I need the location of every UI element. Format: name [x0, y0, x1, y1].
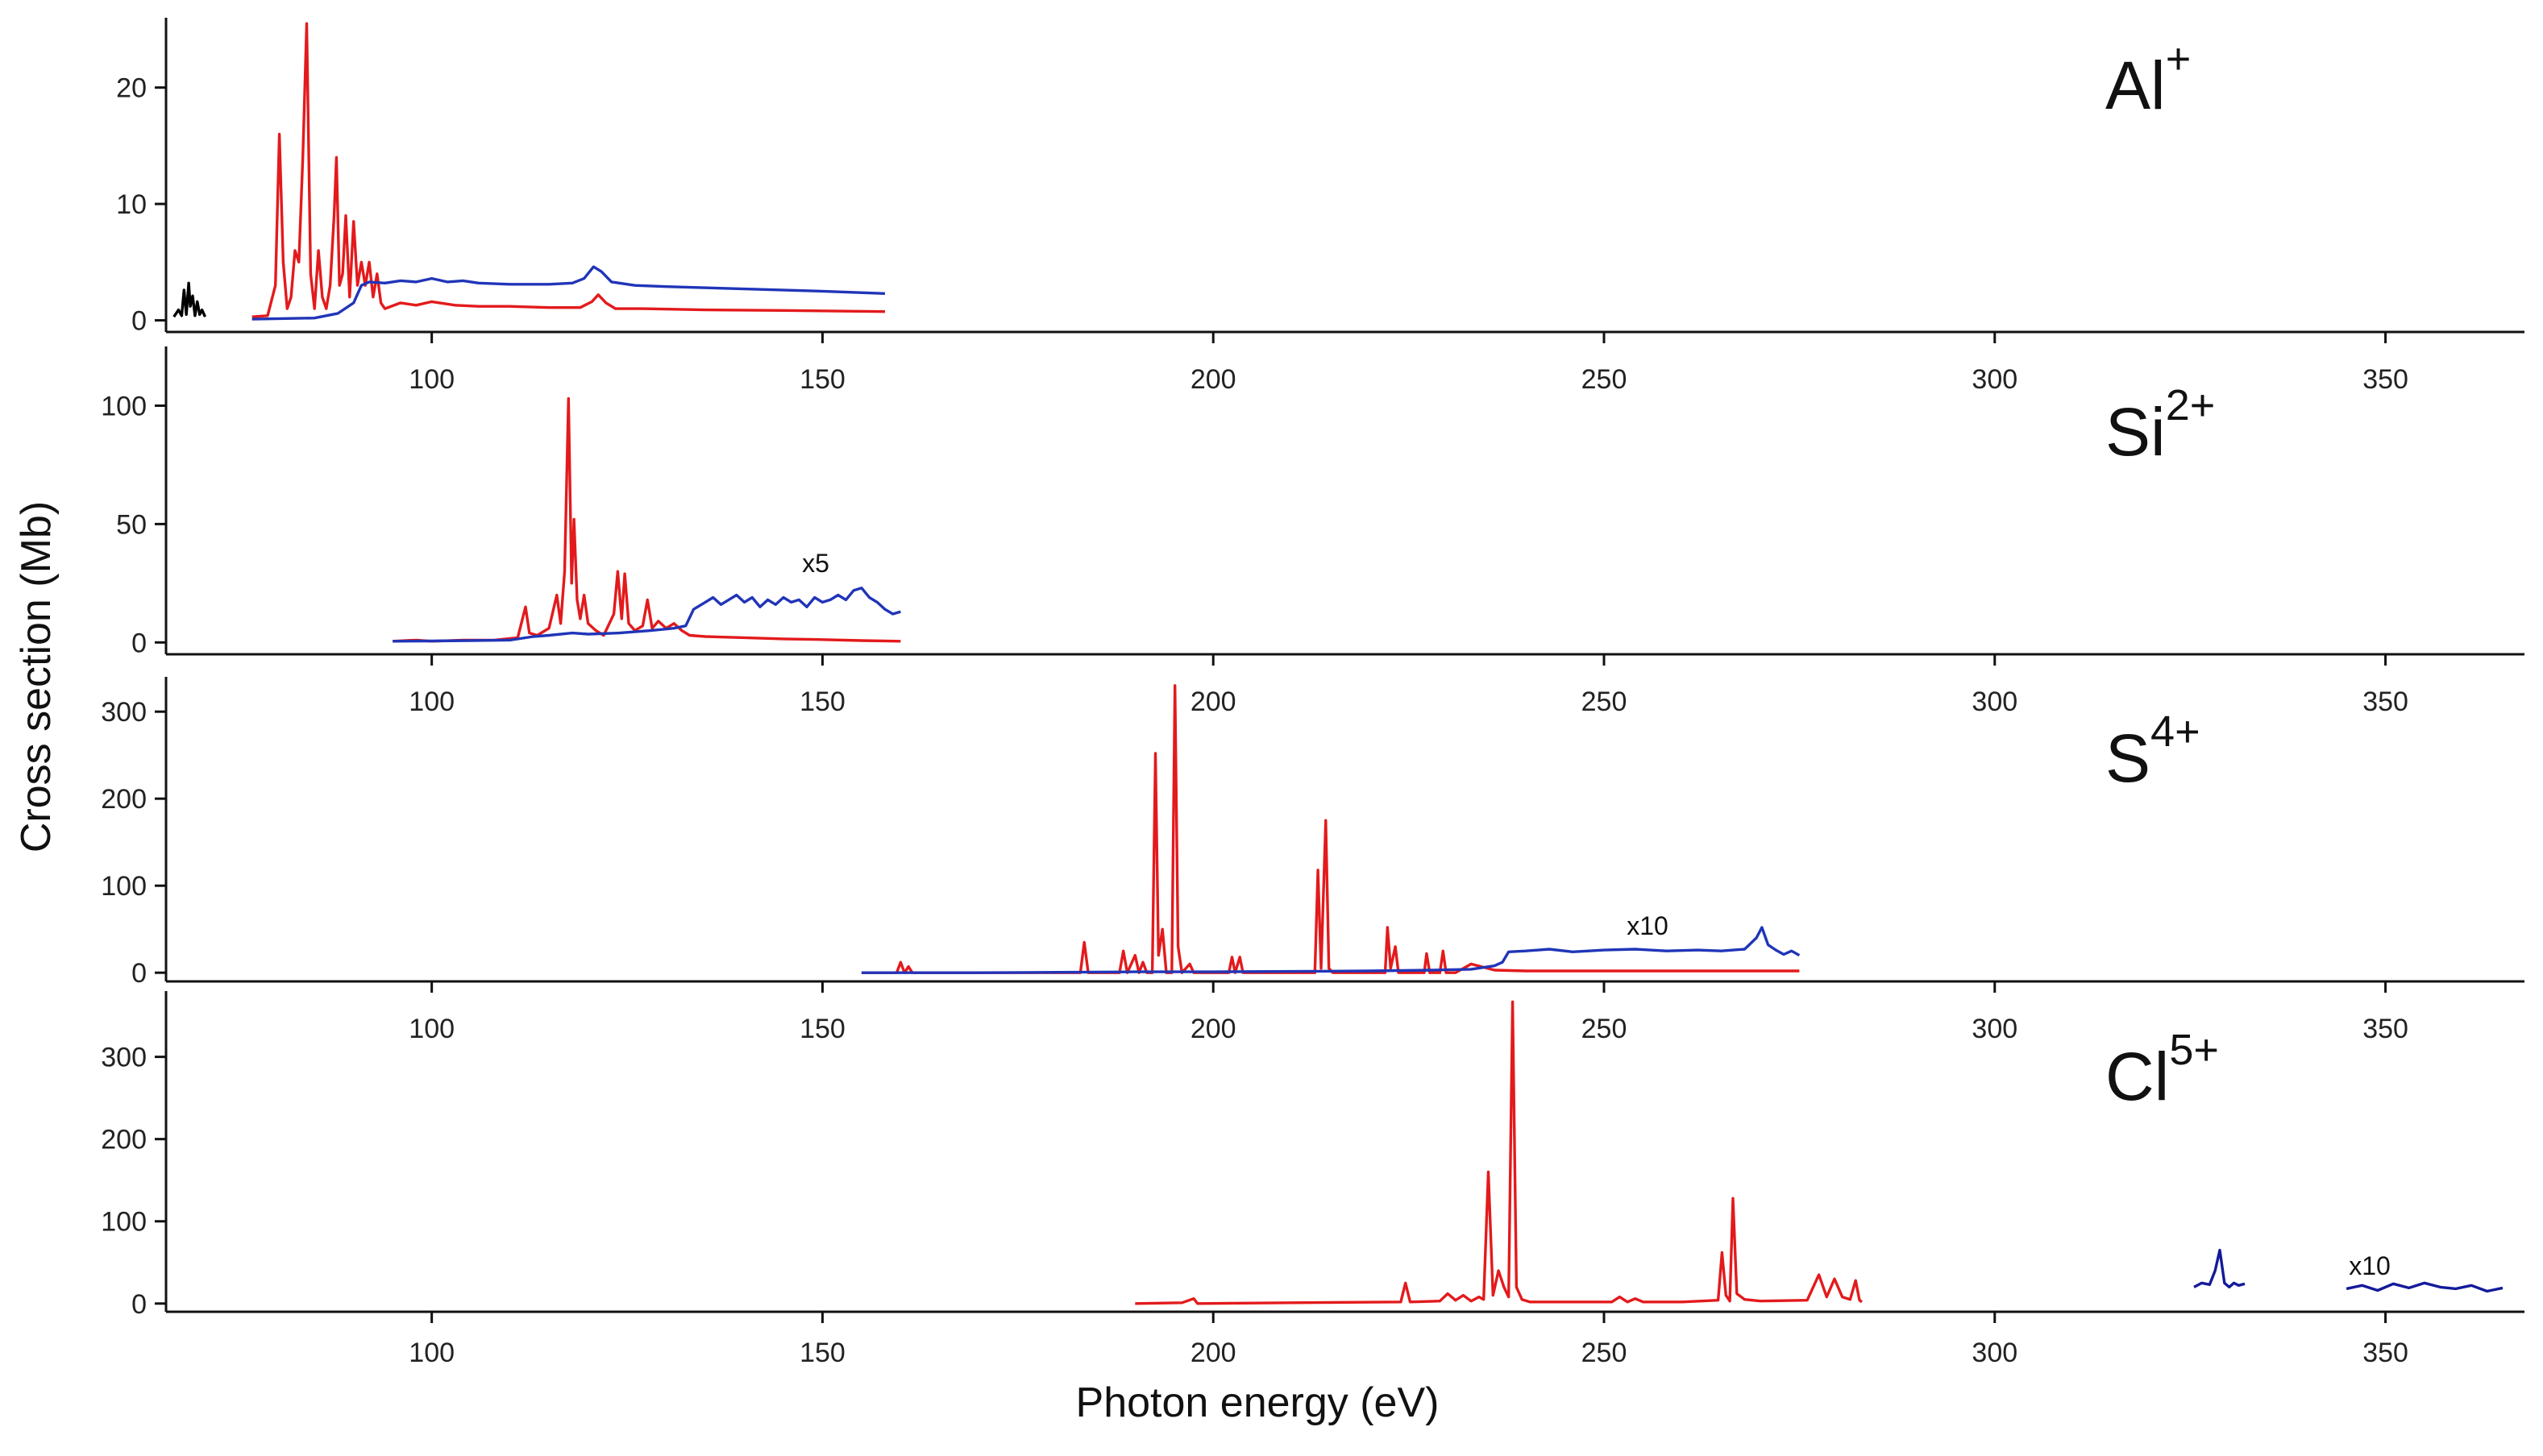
x-tick-label: 350 — [2362, 1014, 2408, 1044]
x-tick-label: 300 — [1972, 1014, 2017, 1044]
x-tick-label: 150 — [800, 1338, 846, 1368]
y-tick-label: 100 — [101, 391, 147, 421]
y-tick-label: 100 — [101, 1207, 147, 1238]
y-tick-label: 300 — [101, 697, 147, 728]
y-tick-label: 0 — [131, 958, 147, 989]
x-tick-label: 250 — [1581, 687, 1627, 717]
x-tick-label: 300 — [1972, 1338, 2017, 1368]
y-tick-label: 0 — [131, 628, 147, 658]
panel-s: 0 100 200 300 100 150 200 250 300 350 S4+ x10 — [101, 677, 2524, 1044]
x-tick-label: 250 — [1581, 364, 1627, 395]
x-tick-label: 350 — [2362, 1338, 2408, 1368]
x-tick-label: 300 — [1972, 687, 2017, 717]
ion-charge: 5+ — [2169, 1026, 2219, 1074]
ion-symbol: Si — [2105, 394, 2166, 470]
panel-cl: 0 100 200 300 100 150 200 250 300 350 Cl5+ x10 — [101, 991, 2524, 1368]
y-tick-label: 50 — [116, 509, 147, 540]
ion-label: Al+ — [2105, 35, 2191, 123]
y-tick-label: 100 — [101, 871, 147, 902]
x-tick-label: 250 — [1581, 1014, 1627, 1044]
y-tick-label: 20 — [116, 73, 147, 104]
x-tick-label: 100 — [409, 687, 455, 717]
series-line-red — [251, 22, 886, 318]
ion-symbol: Cl — [2105, 1039, 2169, 1114]
y-axis-title: Cross section (Mb) — [13, 501, 60, 852]
y-tick-label: 300 — [101, 1043, 147, 1073]
panel-al: 0 10 20 100 150 200 250 300 350 Al+ — [116, 18, 2524, 395]
x-tick-label: 200 — [1190, 364, 1236, 395]
ion-symbol: S — [2105, 720, 2150, 796]
x-tick-label: 150 — [800, 687, 846, 717]
ion-symbol: Al — [2105, 48, 2166, 123]
y-tick-label: 0 — [131, 1289, 147, 1320]
y-tick-label: 0 — [131, 306, 147, 337]
x-tick-label: 300 — [1972, 364, 2017, 395]
scale-factor-note: x5 — [802, 549, 829, 578]
ion-charge: 4+ — [2150, 707, 2200, 756]
series-line-red — [393, 396, 901, 643]
y-tick-label: 10 — [116, 189, 147, 220]
ion-charge: + — [2166, 35, 2192, 83]
x-tick-label: 200 — [1190, 687, 1236, 717]
ion-label: S4+ — [2105, 707, 2200, 796]
x-tick-label: 150 — [800, 1014, 846, 1044]
series-line-black — [172, 281, 207, 318]
ion-label: Cl5+ — [2105, 1026, 2219, 1114]
series-line-blue — [861, 926, 1801, 974]
ion-label: Si2+ — [2105, 381, 2215, 470]
x-tick-label: 100 — [409, 1338, 455, 1368]
x-tick-label: 250 — [1581, 1338, 1627, 1368]
scale-factor-note: x10 — [1627, 911, 1668, 940]
x-axis-title: Photon energy (eV) — [1076, 1379, 1440, 1426]
scale-factor-note: x10 — [2349, 1251, 2391, 1280]
x-tick-label: 350 — [2362, 687, 2408, 717]
x-tick-label: 100 — [409, 364, 455, 395]
x-tick-label: 200 — [1190, 1338, 1236, 1368]
series-line-darkblue — [2346, 1281, 2504, 1293]
y-tick-label: 200 — [101, 784, 147, 815]
ion-charge: 2+ — [2166, 381, 2216, 429]
panel-si: 0 50 100 100 150 200 250 300 350 Si2+ x5 — [101, 346, 2524, 717]
series-line-darkblue — [2193, 1248, 2246, 1289]
y-tick-label: 200 — [101, 1125, 147, 1155]
x-tick-label: 200 — [1190, 1014, 1236, 1044]
series-line-red — [1135, 1000, 1863, 1305]
x-tick-label: 150 — [800, 364, 846, 395]
series-line-blue — [251, 265, 886, 321]
series-line-blue — [393, 587, 901, 643]
x-tick-label: 350 — [2362, 364, 2408, 395]
x-tick-label: 100 — [409, 1014, 455, 1044]
